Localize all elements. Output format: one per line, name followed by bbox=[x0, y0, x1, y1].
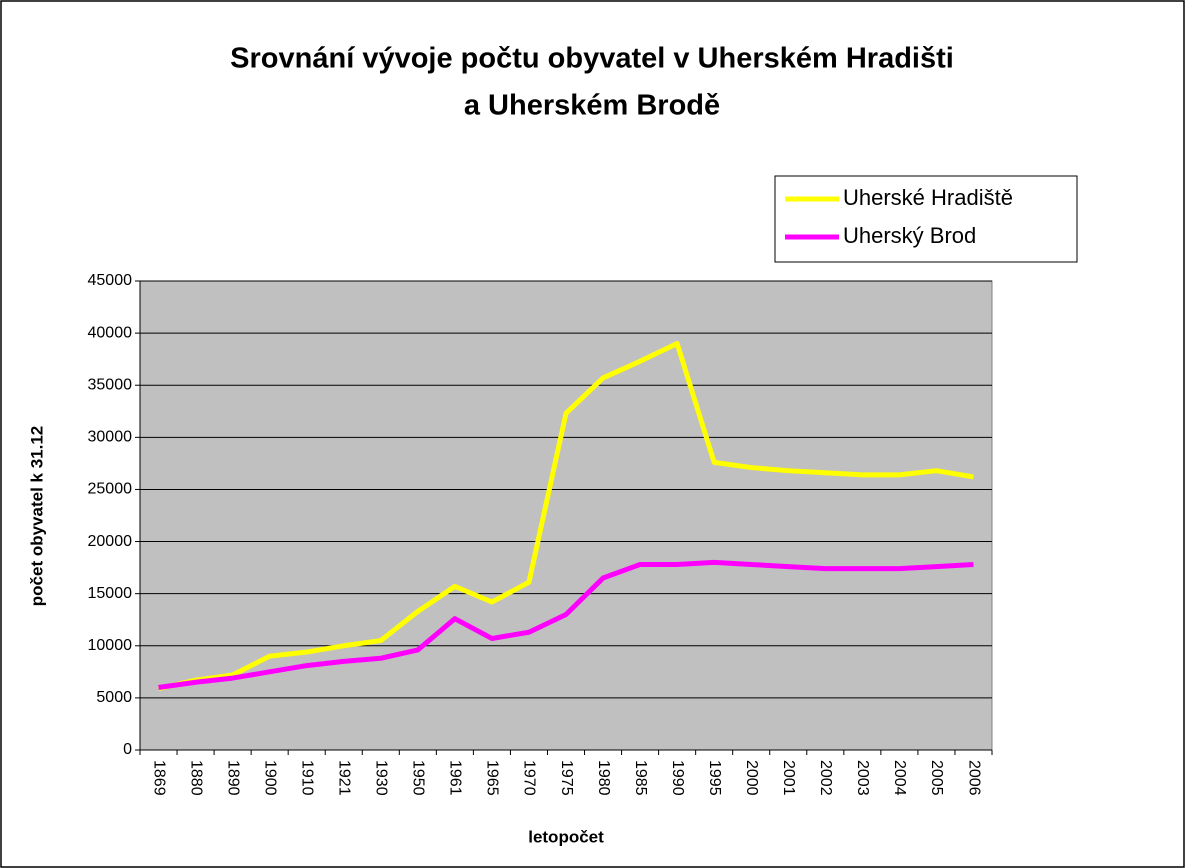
x-tick-label: 1910 bbox=[298, 760, 315, 796]
legend-label: Uherský Brod bbox=[843, 223, 976, 248]
x-tick-label: 1985 bbox=[632, 760, 649, 796]
x-tick-label: 1961 bbox=[447, 760, 464, 796]
x-tick-label: 1890 bbox=[224, 760, 241, 796]
x-tick-label: 1921 bbox=[336, 760, 353, 796]
y-tick-label: 35000 bbox=[88, 376, 133, 393]
x-tick-label: 2001 bbox=[780, 760, 797, 796]
chart-subtitle: a Uherském Brodě bbox=[464, 90, 720, 122]
x-tick-label: 2006 bbox=[965, 760, 982, 796]
x-tick-label: 1900 bbox=[261, 760, 278, 796]
y-tick-label: 20000 bbox=[88, 533, 133, 550]
x-tick-label: 1950 bbox=[410, 760, 427, 796]
x-tick-label: 1869 bbox=[150, 760, 167, 796]
y-tick-label: 0 bbox=[123, 741, 132, 758]
y-tick-label: 15000 bbox=[88, 585, 133, 602]
series-line bbox=[158, 559, 974, 690]
x-tick-label: 1980 bbox=[595, 760, 612, 796]
x-tick-label: 1995 bbox=[706, 760, 723, 796]
x-tick-label: 2005 bbox=[928, 760, 945, 796]
y-tick-label: 25000 bbox=[88, 481, 133, 498]
x-tick-label: 2004 bbox=[891, 760, 908, 796]
legend-box bbox=[774, 175, 1078, 263]
plot-area bbox=[139, 280, 993, 751]
x-tick-label: 1965 bbox=[484, 760, 501, 796]
y-axis-title: počet obyvatel k 31.12 bbox=[27, 426, 46, 606]
x-tick-label: 1975 bbox=[558, 760, 575, 796]
y-tick-label: 40000 bbox=[88, 324, 133, 341]
series-line bbox=[157, 341, 974, 691]
y-tick-label: 45000 bbox=[88, 272, 133, 289]
x-tick-label: 2003 bbox=[854, 760, 871, 796]
x-tick-label: 2002 bbox=[817, 760, 834, 796]
x-axis-title: letopočet bbox=[528, 827, 604, 846]
y-tick-label: 5000 bbox=[96, 689, 132, 706]
chart-title: Srovnání vývoje počtu obyvatel v Uherské… bbox=[230, 43, 954, 75]
y-tick-label: 10000 bbox=[88, 637, 133, 654]
legend-label: Uherské Hradiště bbox=[843, 185, 1013, 210]
x-tick-label: 1970 bbox=[521, 760, 538, 796]
x-tick-label: 1930 bbox=[373, 760, 390, 796]
x-tick-label: 1880 bbox=[187, 760, 204, 796]
x-tick-label: 2000 bbox=[743, 760, 760, 796]
y-tick-label: 30000 bbox=[88, 429, 133, 446]
x-tick-label: 1990 bbox=[669, 760, 686, 796]
